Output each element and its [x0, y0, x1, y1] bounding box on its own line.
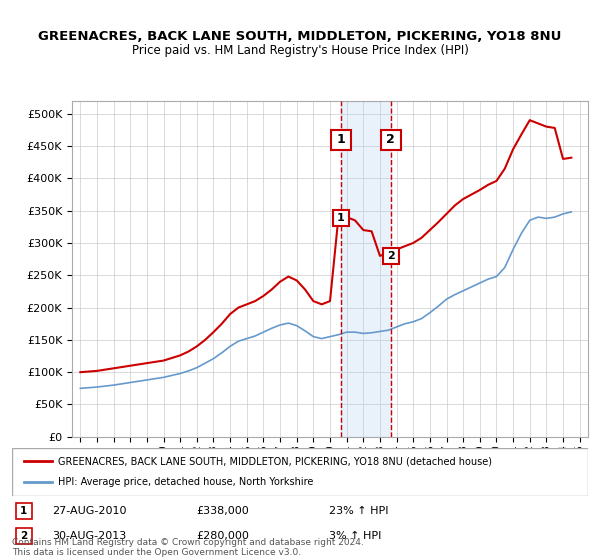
Text: GREENACRES, BACK LANE SOUTH, MIDDLETON, PICKERING, YO18 8NU: GREENACRES, BACK LANE SOUTH, MIDDLETON, … [38, 30, 562, 43]
Text: 23% ↑ HPI: 23% ↑ HPI [329, 506, 388, 516]
Text: 2: 2 [20, 531, 27, 541]
Text: £280,000: £280,000 [196, 531, 249, 541]
Text: GREENACRES, BACK LANE SOUTH, MIDDLETON, PICKERING, YO18 8NU (detached house): GREENACRES, BACK LANE SOUTH, MIDDLETON, … [58, 456, 492, 466]
Text: 1: 1 [20, 506, 27, 516]
Text: 2: 2 [386, 133, 395, 146]
Bar [341, 101, 391, 437]
Text: 27-AUG-2010: 27-AUG-2010 [52, 506, 127, 516]
FancyBboxPatch shape [12, 448, 588, 496]
Text: 2: 2 [387, 251, 395, 261]
Text: £338,000: £338,000 [196, 506, 249, 516]
Text: Price paid vs. HM Land Registry's House Price Index (HPI): Price paid vs. HM Land Registry's House … [131, 44, 469, 57]
Text: 1: 1 [337, 133, 345, 146]
Text: HPI: Average price, detached house, North Yorkshire: HPI: Average price, detached house, Nort… [58, 477, 313, 487]
Text: Contains HM Land Registry data © Crown copyright and database right 2024.
This d: Contains HM Land Registry data © Crown c… [12, 538, 364, 557]
Text: 3% ↑ HPI: 3% ↑ HPI [329, 531, 381, 541]
Text: 30-AUG-2013: 30-AUG-2013 [52, 531, 127, 541]
Text: 1: 1 [337, 213, 344, 223]
